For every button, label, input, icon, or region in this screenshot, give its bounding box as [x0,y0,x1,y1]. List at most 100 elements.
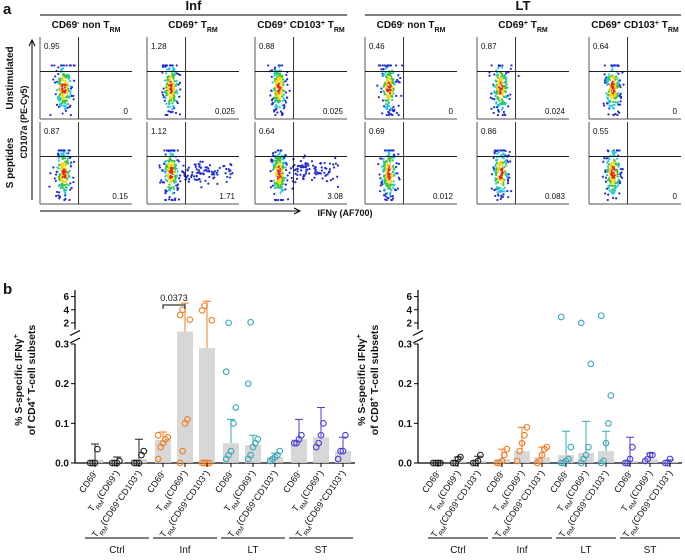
event-dot [388,94,391,98]
event-dot [300,169,303,172]
event-dot [494,188,498,191]
column-header: CD69- non TRM [377,20,446,34]
event-dot [171,108,174,111]
event-dot [59,186,62,190]
event-dot [269,186,272,189]
event-dot [60,68,64,71]
event-dot [304,172,307,175]
event-dot [604,169,607,172]
event-dot [612,97,615,100]
event-dot [616,180,619,184]
event-dot [272,154,275,157]
text-part: ) [248,468,258,476]
text-part: T-cell subsets [26,325,38,398]
event-dot [161,65,165,68]
event-dot [305,170,308,173]
event-dot [496,71,499,74]
superscript: + [516,496,524,503]
event-dot [314,170,317,173]
event-dot [497,87,500,91]
data-point [626,455,634,463]
superscript: - [294,468,301,474]
event-dot [208,170,211,173]
event-dot [614,112,617,116]
event-dot [282,89,285,92]
event-dot [611,176,614,179]
quadrant-value: 1.71 [219,192,235,201]
event-dot [49,113,52,117]
event-dot [496,90,499,93]
event-dot [308,172,311,175]
data-point [290,439,298,447]
subscript: RM [668,27,679,34]
event-dot [614,162,617,166]
event-dot [58,177,61,181]
event-dot [281,172,284,175]
event-dot [504,162,508,165]
event-dot [385,182,388,186]
event-dot [282,97,286,100]
event-dot [613,97,617,100]
quadrant-value: 0.88 [259,42,275,51]
event-dot [162,162,166,165]
event-dot [172,97,175,100]
event-dot [509,93,512,96]
event-dot [609,180,612,183]
event-dot [499,197,502,201]
event-dot [510,64,513,67]
data-point [646,451,654,459]
event-dot [53,81,57,84]
text-part: T-cell subsets [369,325,381,398]
superscript: + [534,470,542,477]
event-dot [164,160,167,163]
event-dot [304,161,307,165]
event-dot [384,71,387,75]
event-dot [289,167,293,170]
event-dot [614,86,617,90]
event-dot [172,179,175,183]
event-dot [274,105,277,108]
event-dot [612,161,615,164]
y-tick-label: 0.2 [55,379,69,390]
event-dot [500,66,503,69]
quadrant-value: 0.64 [259,127,275,136]
event-dot [282,162,285,165]
event-dot [389,179,392,182]
data-point [557,313,565,321]
event-dot [295,177,299,180]
event-dot [64,99,68,102]
event-dot [179,180,182,183]
event-dot [388,163,392,166]
event-dot [497,110,500,113]
event-dot [270,89,273,92]
event-dot [615,185,618,189]
event-dot [271,81,274,84]
event-dot [63,101,67,104]
event-dot [608,101,611,104]
text-part: ) [453,468,463,476]
event-dot [506,182,510,185]
event-dot [603,104,606,107]
event-dot [179,174,182,177]
event-dot [67,184,70,187]
event-dot [70,94,73,98]
y-tick-label: 0.0 [55,459,69,470]
event-dot [291,187,294,190]
event-dot [66,106,69,110]
superscript: - [158,468,165,474]
event-dot [164,97,167,100]
event-dot [382,157,385,160]
event-dot [388,183,392,187]
event-dot [498,92,502,95]
event-dot [278,160,282,163]
event-dot [603,64,606,67]
event-dot [52,78,55,81]
event-dot [606,97,609,100]
event-dot [610,178,613,181]
event-dot [384,149,387,152]
event-dot [63,76,66,79]
event-dot [495,102,498,105]
event-dot [277,93,280,97]
event-dot [171,88,175,91]
event-dot [496,73,500,77]
